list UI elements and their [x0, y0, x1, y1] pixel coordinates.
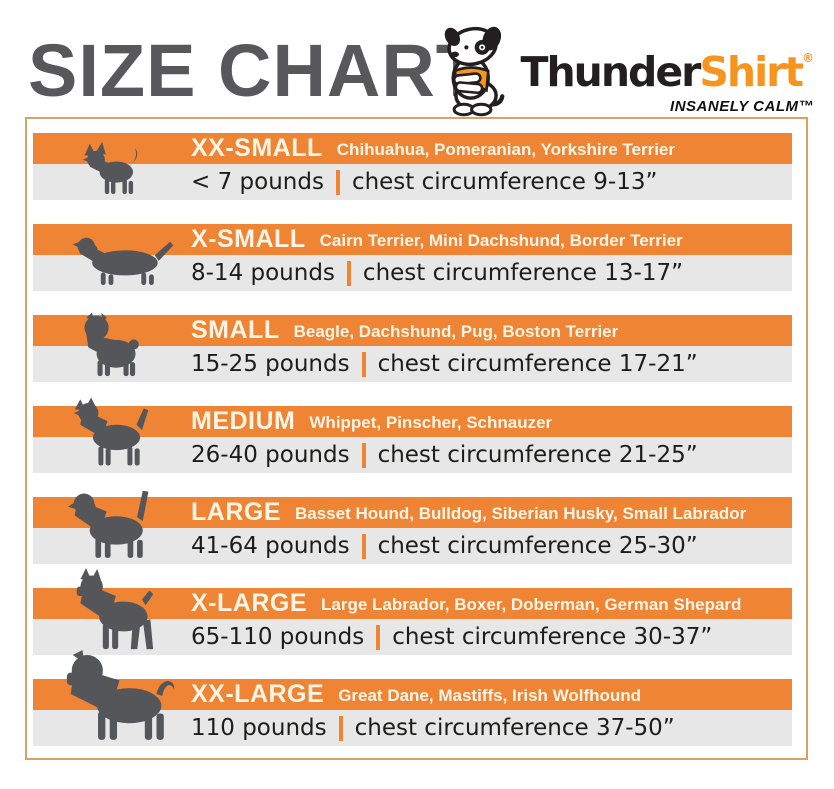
- size-detail-bar: 15-25 pounds chest circumference 17-21”: [33, 346, 792, 382]
- weight-range: 110 pounds: [191, 715, 327, 741]
- size-header-bar: X-SMALL Cairn Terrier, Mini Dachshund, B…: [33, 224, 792, 255]
- weight-range: 8-14 pounds: [191, 260, 335, 286]
- size-chart: XX-SMALL Chihuahua, Pomeranian, Yorkshir…: [25, 117, 808, 760]
- size-header-bar: LARGE Basset Hound, Bulldog, Siberian Hu…: [33, 497, 792, 528]
- mastiff-icon: [66, 650, 175, 740]
- size-label: LARGE: [191, 498, 281, 526]
- size-label: MEDIUM: [191, 407, 296, 435]
- boxer-icon: [76, 568, 154, 650]
- pug-icon: [84, 312, 139, 377]
- divider: [361, 351, 366, 377]
- brand-wordmark: ThunderShirt®: [520, 52, 814, 93]
- thundershirt-dog-mascot-icon: [445, 26, 505, 117]
- chest-circumference: chest circumference 17-21”: [377, 351, 698, 377]
- chest-circumference: chest circumference 30-37”: [392, 624, 713, 650]
- logo-text: ThunderShirt® INSANELY CALM™: [520, 52, 814, 116]
- chihuahua-icon: [82, 142, 138, 195]
- breed-list: Cairn Terrier, Mini Dachshund, Border Te…: [319, 231, 683, 250]
- weight-range: < 7 pounds: [191, 169, 324, 195]
- size-detail-bar: 8-14 pounds chest circumference 13-17”: [33, 255, 792, 291]
- divider: [346, 260, 351, 286]
- chest-circumference: chest circumference 9-13”: [351, 169, 658, 195]
- hound-icon: [67, 490, 149, 558]
- size-row-xx-small: XX-SMALL Chihuahua, Pomeranian, Yorkshir…: [33, 133, 792, 200]
- header: SIZE CHART ThunderShirt® INSANELY CALM™: [0, 0, 834, 117]
- size-row-xx-large: XX-LARGE Great Dane, Mastiffs, Irish Wol…: [33, 650, 792, 746]
- brand-tagline: INSANELY CALM™: [670, 98, 814, 115]
- divider: [361, 442, 366, 468]
- thundershirt-logo: ThunderShirt® INSANELY CALM™: [434, 24, 814, 118]
- size-label: XX-SMALL: [191, 134, 323, 162]
- weight-range: 15-25 pounds: [191, 351, 350, 377]
- chest-circumference: chest circumference 37-50”: [354, 715, 675, 741]
- size-header-bar: MEDIUM Whippet, Pinscher, Schnauzer: [33, 406, 792, 437]
- dachshund-icon: [72, 237, 174, 286]
- weight-range: 41-64 pounds: [191, 533, 350, 559]
- weight-range: 26-40 pounds: [191, 442, 350, 468]
- size-label: SMALL: [191, 316, 280, 344]
- size-label: X-LARGE: [191, 589, 307, 617]
- size-detail-bar: 41-64 pounds chest circumference 25-30”: [33, 528, 792, 564]
- divider: [335, 169, 340, 195]
- size-detail-bar: < 7 pounds chest circumference 9-13”: [33, 164, 792, 200]
- size-detail-bar: 26-40 pounds chest circumference 21-25”: [33, 437, 792, 473]
- page-title: SIZE CHART: [28, 29, 482, 112]
- divider: [361, 533, 366, 559]
- registered-mark: ®: [802, 51, 814, 65]
- terrier-icon: [73, 397, 149, 466]
- chest-circumference: chest circumference 13-17”: [362, 260, 684, 286]
- divider: [376, 624, 381, 650]
- size-header-bar: XX-LARGE Great Dane, Mastiffs, Irish Wol…: [33, 679, 792, 710]
- size-row-x-small: X-SMALL Cairn Terrier, Mini Dachshund, B…: [33, 224, 792, 291]
- divider: [338, 715, 343, 741]
- weight-range: 65-110 pounds: [191, 624, 365, 650]
- brand-shirt: Shirt: [699, 48, 804, 96]
- breed-list: Basset Hound, Bulldog, Siberian Husky, S…: [295, 504, 747, 523]
- size-row-small: SMALL Beagle, Dachshund, Pug, Boston Ter…: [33, 312, 792, 382]
- chest-circumference: chest circumference 25-30”: [377, 533, 698, 559]
- breed-list: Great Dane, Mastiffs, Irish Wolfhound: [338, 686, 642, 705]
- size-label: XX-LARGE: [191, 680, 325, 708]
- size-detail-bar: 65-110 pounds chest circumference 30-37”: [33, 619, 792, 655]
- size-label: X-SMALL: [191, 225, 306, 253]
- breed-list: Chihuahua, Pomeranian, Yorkshire Terrier: [336, 140, 675, 159]
- size-row-large: LARGE Basset Hound, Bulldog, Siberian Hu…: [33, 490, 792, 564]
- breed-list: Large Labrador, Boxer, Doberman, German …: [321, 595, 742, 614]
- size-row-x-large: X-LARGE Large Labrador, Boxer, Doberman,…: [33, 568, 792, 655]
- chest-circumference: chest circumference 21-25”: [377, 442, 698, 468]
- size-row-medium: MEDIUM Whippet, Pinscher, Schnauzer 26-4…: [33, 397, 792, 473]
- size-header-bar: XX-SMALL Chihuahua, Pomeranian, Yorkshir…: [33, 133, 792, 164]
- breed-list: Beagle, Dachshund, Pug, Boston Terrier: [293, 322, 619, 341]
- breed-list: Whippet, Pinscher, Schnauzer: [309, 413, 553, 432]
- brand-thunder: Thunder: [520, 48, 701, 96]
- size-header-bar: SMALL Beagle, Dachshund, Pug, Boston Ter…: [33, 315, 792, 346]
- size-header-bar: X-LARGE Large Labrador, Boxer, Doberman,…: [33, 588, 792, 619]
